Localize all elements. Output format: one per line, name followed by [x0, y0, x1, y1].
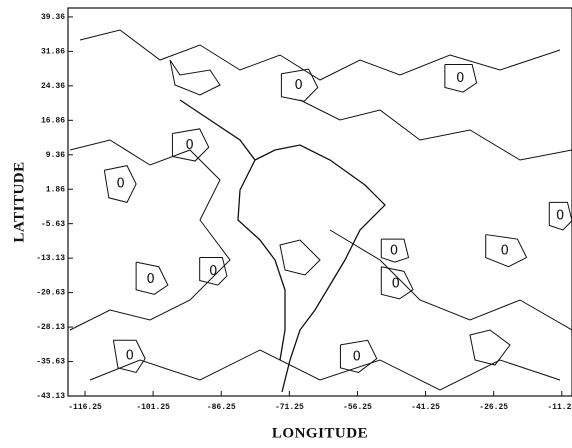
contour-line — [485, 234, 528, 268]
contour-line — [112, 339, 146, 373]
x-tick-label: -71.25 — [275, 403, 304, 412]
contour-label: 0 — [501, 244, 509, 259]
contour-label: 0 — [146, 272, 154, 287]
y-tick-label: -20.63 — [36, 289, 65, 298]
y-tick-label: -5.63 — [41, 220, 65, 229]
contour-label: 0 — [456, 71, 464, 86]
contour-line — [103, 165, 137, 203]
y-tick-label: -13.13 — [36, 254, 65, 263]
x-tick-label: -56.25 — [343, 403, 372, 412]
contour-label: 0 — [117, 177, 125, 192]
y-tick-label: -28.13 — [36, 323, 65, 332]
x-tick-label: -86.25 — [207, 403, 236, 412]
contour-line — [548, 201, 572, 231]
y-tick-label: 9.36 — [46, 151, 65, 160]
contour-label: 0 — [556, 209, 564, 224]
contour-label: 0 — [209, 264, 217, 279]
x-tick-label: -101.25 — [136, 403, 170, 412]
contour-line — [444, 64, 478, 93]
y-tick-label: 24.36 — [41, 82, 65, 91]
y-tick-label: 1.86 — [46, 185, 65, 194]
contour-line — [339, 339, 378, 373]
contour-line — [171, 128, 210, 162]
y-axis-label: LATITUDE — [11, 161, 27, 242]
x-tick-label: -26.25 — [479, 403, 508, 412]
background-contours — [69, 29, 572, 391]
y-tick-label: -35.63 — [36, 358, 65, 367]
contour-line — [280, 68, 319, 102]
y-tick-label: 31.86 — [41, 47, 65, 56]
contour-label: 0 — [353, 349, 361, 364]
contour-line — [199, 257, 228, 286]
y-tick-label: -43.13 — [36, 392, 65, 401]
x-tick-label: -41.25 — [411, 403, 440, 412]
plot-frame — [67, 7, 572, 397]
contour-label: 0 — [392, 277, 400, 292]
contour-label: 0 — [126, 348, 134, 363]
x-tick-label: -11.25 — [547, 403, 572, 412]
contour-label: 0 — [390, 244, 398, 259]
x-axis-label: LONGITUDE — [272, 425, 368, 441]
contour-line — [380, 238, 410, 263]
contour-label: 0 — [295, 78, 303, 93]
y-tick-label: 16.86 — [41, 116, 65, 125]
contour-line — [380, 266, 414, 300]
coastline — [179, 99, 386, 393]
contour-line — [135, 261, 169, 295]
x-tick-label: -116.25 — [68, 403, 102, 412]
contour-label: 0 — [186, 138, 194, 153]
y-tick-label: 39.36 — [41, 13, 65, 22]
